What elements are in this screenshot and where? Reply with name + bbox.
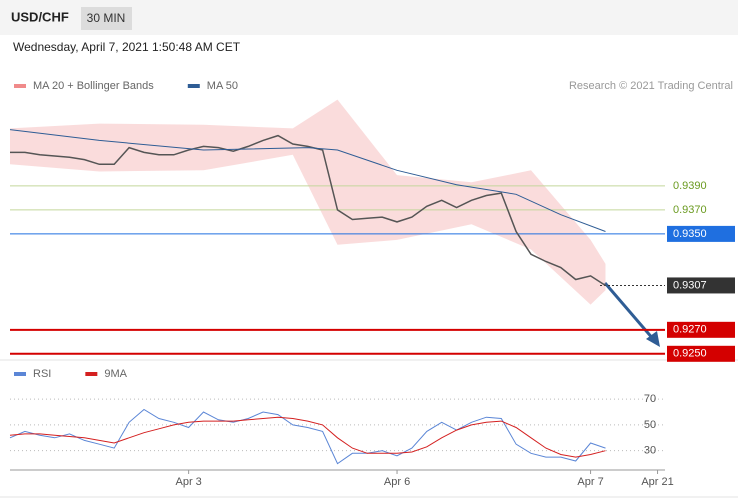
x-tick-label: Apr 7	[577, 476, 603, 488]
legend-label: RSI	[33, 368, 51, 380]
x-tick-label: Apr 6	[384, 476, 410, 488]
y-tick-label: 70	[644, 393, 656, 405]
legend-label: 9MA	[104, 368, 127, 380]
legend-swatch	[14, 372, 26, 376]
y-tick-label: 30	[644, 445, 656, 457]
level-label: 0.9270	[673, 324, 707, 336]
level-label: 0.9370	[673, 204, 707, 216]
legend-swatch	[187, 84, 200, 88]
legend-label: MA 20 + Bollinger Bands	[33, 80, 154, 92]
symbol: USD/CHF	[11, 9, 69, 24]
level-box	[667, 225, 735, 242]
forecast-arrow	[603, 282, 656, 341]
interval-button[interactable]	[81, 7, 132, 30]
credit: Research © 2021 Trading Central	[569, 80, 733, 92]
y-tick-label: 50	[644, 419, 656, 431]
level-box	[667, 321, 735, 338]
series-line	[9, 416, 606, 458]
forecast-arrow-head	[646, 331, 660, 347]
series-line	[9, 129, 606, 232]
level-label: 0.9350	[673, 228, 707, 240]
legend-label: MA 50	[207, 80, 238, 92]
interval-label[interactable]: 30 MIN	[87, 11, 126, 25]
x-tick-label: Apr 21	[641, 476, 673, 488]
level-box	[667, 277, 735, 294]
level-box	[667, 345, 735, 362]
level-label: 0.9390	[673, 180, 707, 192]
level-label: 0.9307	[673, 279, 707, 291]
timestamp: Wednesday, April 7, 2021 1:50:48 AM CET	[13, 40, 241, 54]
series-line	[9, 408, 606, 465]
bollinger-band	[10, 99, 606, 305]
series-line	[10, 134, 606, 287]
level-label: 0.9250	[673, 348, 707, 360]
x-tick-label: Apr 3	[175, 476, 201, 488]
legend-swatch	[14, 84, 26, 88]
legend-swatch	[85, 372, 98, 376]
